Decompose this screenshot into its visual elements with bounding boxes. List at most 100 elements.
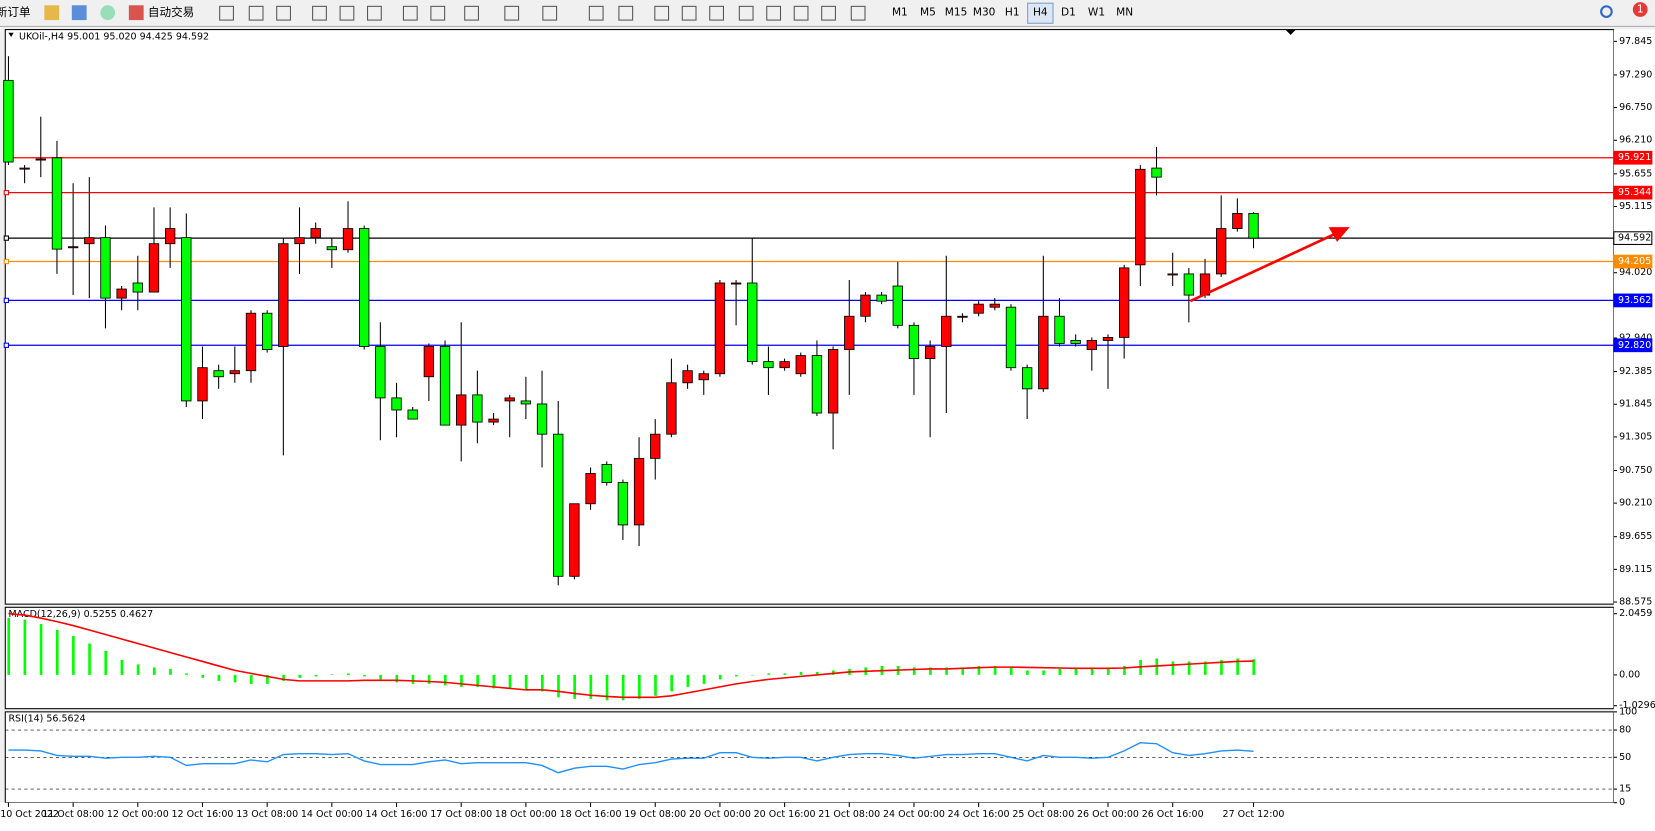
tool-icon[interactable] bbox=[504, 5, 520, 21]
tool-icon[interactable] bbox=[219, 5, 234, 21]
time-label: 21 Oct 08:00 bbox=[818, 809, 880, 820]
level-label: 93.562 bbox=[1618, 295, 1651, 306]
tool-icon[interactable] bbox=[248, 5, 264, 21]
candle-body bbox=[310, 228, 321, 239]
timeframe-button[interactable]: MN bbox=[1116, 7, 1133, 19]
tool-icon[interactable] bbox=[766, 5, 782, 21]
tool-icon[interactable] bbox=[850, 5, 866, 21]
macd-bar bbox=[39, 624, 43, 675]
y-tick-label: 90.750 bbox=[1619, 465, 1652, 476]
time-label: 11 Oct 08:00 bbox=[42, 809, 104, 820]
notification-count: 1 bbox=[1637, 4, 1644, 16]
macd-bar bbox=[411, 674, 415, 684]
candle-body bbox=[698, 373, 709, 381]
new-order-button[interactable]: 新订单 bbox=[0, 5, 31, 19]
candle-body bbox=[229, 370, 241, 375]
macd-bar bbox=[266, 674, 269, 684]
candle-body bbox=[989, 303, 1000, 308]
tool-icon[interactable] bbox=[276, 5, 291, 21]
tool-icon[interactable] bbox=[681, 5, 697, 21]
trend-arrow-head bbox=[1328, 227, 1350, 242]
candle-body bbox=[51, 157, 63, 250]
level-label: 95.921 bbox=[1618, 152, 1651, 163]
macd-bar bbox=[945, 667, 948, 675]
candle-body bbox=[261, 312, 273, 350]
candle-body bbox=[650, 433, 661, 459]
macd-bar bbox=[508, 674, 512, 689]
macd-bar bbox=[1074, 668, 1078, 675]
candle-body bbox=[181, 237, 192, 402]
macd-bar bbox=[977, 665, 981, 675]
candle-body bbox=[488, 418, 499, 423]
y-tick-label: 95.115 bbox=[1619, 201, 1652, 212]
timeframe-button[interactable]: M15 bbox=[945, 7, 968, 19]
tool-icon[interactable] bbox=[339, 5, 355, 21]
tool-icon[interactable] bbox=[588, 5, 604, 21]
macd-bar bbox=[1058, 668, 1062, 675]
notification-badge[interactable] bbox=[1632, 2, 1648, 17]
tool-icon[interactable] bbox=[738, 5, 754, 21]
timeframe-button[interactable]: H4 bbox=[1033, 7, 1048, 19]
price-pane bbox=[4, 29, 1615, 605]
macd-bar bbox=[815, 671, 819, 675]
macd-bar bbox=[1220, 659, 1223, 675]
candle-body bbox=[585, 473, 596, 505]
timeframe-button[interactable]: D1 bbox=[1061, 7, 1076, 19]
macd-bar bbox=[476, 674, 479, 687]
candle-body bbox=[423, 346, 435, 378]
time-label: 12 Oct 00:00 bbox=[107, 809, 169, 820]
macd-bar bbox=[201, 674, 205, 678]
time-label: 24 Oct 00:00 bbox=[883, 809, 945, 820]
tool-icon[interactable] bbox=[402, 5, 418, 21]
candle-body bbox=[67, 246, 79, 249]
timeframe-active bbox=[1027, 2, 1054, 24]
timeframe-button[interactable]: M1 bbox=[892, 7, 908, 19]
y-tick-label: 91.845 bbox=[1619, 399, 1652, 410]
search-icon[interactable] bbox=[1600, 5, 1613, 18]
y-tick-label: 97.290 bbox=[1619, 69, 1652, 80]
auto-trading-icon[interactable] bbox=[128, 5, 144, 21]
candle-body bbox=[633, 457, 645, 526]
tool-icon[interactable] bbox=[709, 5, 724, 21]
timeframe-button[interactable]: H1 bbox=[1005, 7, 1020, 19]
tool-icon[interactable] bbox=[312, 5, 327, 21]
macd-bar bbox=[1203, 661, 1207, 675]
macd-bar bbox=[929, 667, 932, 675]
candle-body bbox=[407, 409, 418, 420]
macd-bar bbox=[767, 673, 771, 675]
macd-bar bbox=[427, 674, 431, 684]
macd-bar bbox=[104, 650, 108, 675]
timeframe-button[interactable]: M30 bbox=[973, 7, 996, 19]
macd-bar bbox=[654, 674, 657, 696]
level-tag bbox=[1613, 293, 1653, 308]
tool-icon[interactable] bbox=[793, 5, 809, 21]
candle-body bbox=[1135, 168, 1146, 266]
y-tick-label: 15 bbox=[1619, 784, 1631, 795]
tool-icon[interactable] bbox=[654, 5, 670, 21]
timeframe-button[interactable]: M5 bbox=[920, 7, 936, 19]
toolbar: 新订单 自动交易 M1 M5 M15 M30 H1 H4 D1 W1 MN 1 bbox=[0, 0, 1655, 27]
timeframe-button[interactable]: W1 bbox=[1088, 7, 1105, 19]
tool-icon[interactable] bbox=[618, 5, 634, 21]
candle-body bbox=[811, 355, 823, 414]
tool-icon[interactable] bbox=[367, 5, 382, 21]
tool-icon[interactable] bbox=[464, 5, 479, 21]
macd-bar bbox=[605, 674, 609, 701]
macd-bar bbox=[670, 674, 673, 692]
macd-bar bbox=[1026, 670, 1029, 675]
chart-shift-marker bbox=[1285, 29, 1296, 35]
candle-body bbox=[1070, 340, 1081, 344]
icon[interactable] bbox=[71, 5, 87, 21]
macd-bar bbox=[993, 665, 997, 675]
candle-body bbox=[100, 237, 111, 299]
tool-icon[interactable] bbox=[430, 5, 446, 21]
time-label: 20 Oct 00:00 bbox=[689, 809, 751, 820]
time-label: 13 Oct 08:00 bbox=[236, 809, 298, 820]
candle-body bbox=[763, 361, 774, 369]
tool-icon[interactable] bbox=[821, 5, 836, 21]
icon[interactable] bbox=[44, 5, 60, 21]
auto-trading-button[interactable]: 自动交易 bbox=[148, 5, 194, 19]
tool-icon[interactable] bbox=[542, 5, 558, 21]
icon[interactable] bbox=[100, 5, 116, 21]
